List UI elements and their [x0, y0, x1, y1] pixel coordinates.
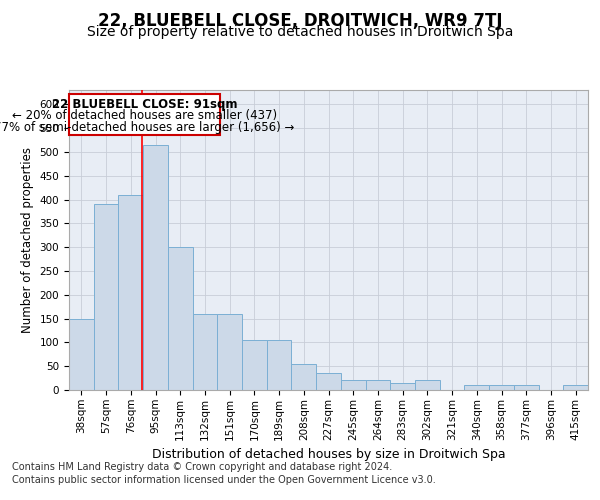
- Bar: [514, 385, 539, 390]
- Text: 77% of semi-detached houses are larger (1,656) →: 77% of semi-detached houses are larger (…: [0, 122, 295, 134]
- Bar: [118, 195, 143, 390]
- Bar: [563, 385, 588, 390]
- Bar: [365, 380, 390, 390]
- Bar: [168, 247, 193, 390]
- Bar: [341, 380, 365, 390]
- Bar: [489, 385, 514, 390]
- Text: 22, BLUEBELL CLOSE, DROITWICH, WR9 7TJ: 22, BLUEBELL CLOSE, DROITWICH, WR9 7TJ: [98, 12, 502, 30]
- Bar: [415, 380, 440, 390]
- Bar: [316, 374, 341, 390]
- Bar: [143, 145, 168, 390]
- Bar: [292, 364, 316, 390]
- Text: Contains HM Land Registry data © Crown copyright and database right 2024.: Contains HM Land Registry data © Crown c…: [12, 462, 392, 472]
- Text: 22 BLUEBELL CLOSE: 91sqm: 22 BLUEBELL CLOSE: 91sqm: [52, 98, 238, 110]
- Bar: [390, 383, 415, 390]
- Bar: [193, 314, 217, 390]
- Y-axis label: Number of detached properties: Number of detached properties: [21, 147, 34, 333]
- Bar: [94, 204, 118, 390]
- X-axis label: Distribution of detached houses by size in Droitwich Spa: Distribution of detached houses by size …: [152, 448, 505, 461]
- Text: Contains public sector information licensed under the Open Government Licence v3: Contains public sector information licen…: [12, 475, 436, 485]
- Text: Size of property relative to detached houses in Droitwich Spa: Size of property relative to detached ho…: [87, 25, 513, 39]
- Bar: [464, 385, 489, 390]
- Bar: [69, 318, 94, 390]
- Bar: [70, 94, 220, 135]
- Bar: [217, 314, 242, 390]
- Bar: [242, 340, 267, 390]
- Text: ← 20% of detached houses are smaller (437): ← 20% of detached houses are smaller (43…: [12, 110, 277, 122]
- Bar: [267, 340, 292, 390]
